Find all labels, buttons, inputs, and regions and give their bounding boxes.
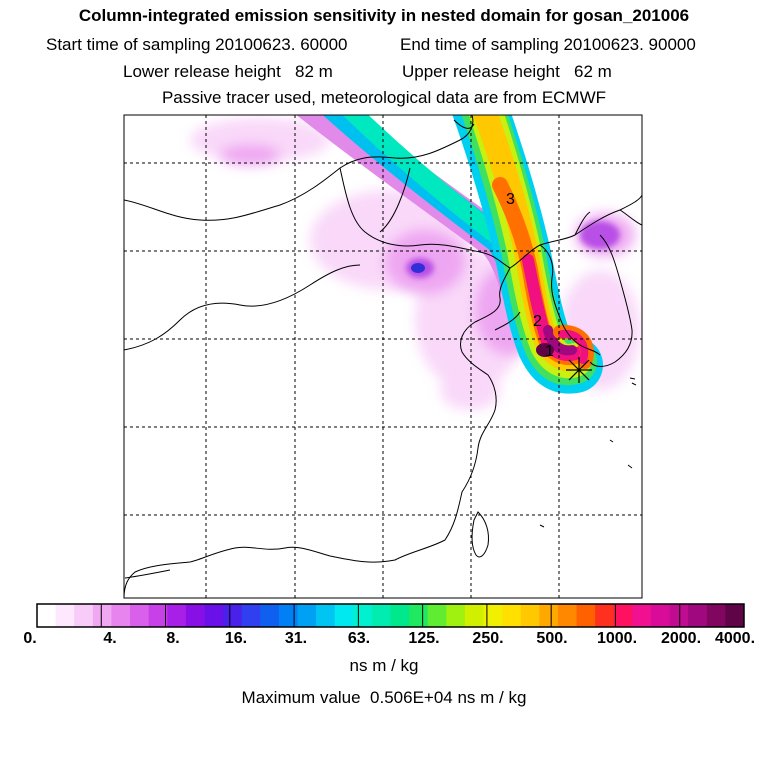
colorbar-swatch: [241, 604, 261, 627]
colorbar-swatch: [37, 604, 57, 627]
colorbar-swatch: [74, 604, 94, 627]
marker-3: 3: [506, 191, 515, 208]
sensitivity-field: [124, 115, 642, 598]
colorbar-frame: [36, 603, 745, 628]
colorbar-swatch: [539, 604, 559, 627]
map-title: Column-integrated emission sensitivity i…: [78, 6, 690, 25]
subtitle: Passive tracer used, meteorological data…: [161, 88, 607, 107]
colorbar-swatch: [632, 604, 652, 627]
colorbar-swatch: [316, 604, 336, 627]
colorbar-swatch: [427, 604, 447, 627]
start-time-label: Start time of sampling 20100623. 60000: [46, 35, 348, 54]
colorbar-label: 16.: [224, 630, 248, 647]
colorbar-swatch: [725, 604, 745, 627]
colorbar-unit: ns m / kg: [349, 656, 419, 675]
colorbar-swatch: [520, 604, 540, 627]
colorbar-swatch: [334, 604, 354, 627]
colorbar-swatch: [223, 604, 243, 627]
colorbar-swatch: [557, 604, 578, 627]
maximum-value-label: Maximum value 0.506E+04 ns m / kg: [241, 688, 527, 707]
colorbar-label: 63.: [347, 630, 371, 647]
colorbar-swatch: [167, 604, 187, 627]
colorbar-swatch: [278, 604, 298, 627]
colorbar-label: 4000.: [714, 630, 756, 647]
marker-1: 1: [545, 343, 554, 360]
colorbar-swatch: [650, 604, 671, 627]
colorbar-swatch: [185, 604, 205, 627]
map-grid: [124, 115, 642, 598]
colorbar-swatch: [390, 604, 410, 627]
colorbar-swatch: [55, 604, 75, 627]
colorbar-swatch: [576, 604, 596, 627]
colorbar-label: 125.: [408, 630, 440, 647]
colorbar-swatch: [297, 604, 317, 627]
lower-release-height: Lower release height 82 m: [123, 62, 333, 81]
colorbar-swatch: [613, 604, 633, 627]
coastlines: [124, 115, 642, 598]
colorbar-swatch: [111, 604, 131, 627]
colorbar-label: 250.: [472, 630, 504, 647]
colorbar-swatch: [353, 604, 373, 627]
colorbar-swatch: [409, 604, 429, 627]
end-time-label: End time of sampling 20100623. 90000: [400, 35, 696, 54]
colorbar-swatch: [688, 604, 708, 627]
colorbar-swatch: [371, 604, 391, 627]
colorbar-label: 8.: [166, 630, 180, 647]
colorbar-swatch: [483, 604, 503, 627]
colorbar-swatch: [92, 604, 112, 627]
colorbar-swatch: [446, 604, 466, 627]
colorbar-label: 1000.: [596, 630, 638, 647]
upper-release-height: Upper release height 62 m: [402, 62, 612, 81]
colorbar-swatch: [669, 604, 689, 627]
marker-2: 2: [533, 313, 542, 330]
colorbar-swatch: [260, 604, 280, 627]
map-frame: [123, 114, 643, 599]
colorbar-swatch: [706, 604, 726, 627]
colorbar-label: 31.: [284, 630, 308, 647]
colorbar-label: 500.: [536, 630, 568, 647]
colorbar-swatch: [130, 604, 150, 627]
colorbar-label: 0.: [23, 630, 37, 647]
colorbar-swatch: [595, 604, 615, 627]
colorbar-swatch: [148, 604, 168, 627]
colorbar-swatch: [464, 604, 485, 627]
colorbar-label: 2000.: [660, 630, 702, 647]
max-sensitivity-core: [536, 343, 554, 357]
colorbar: [37, 604, 745, 627]
colorbar-label: 4.: [103, 630, 117, 647]
colorbar-swatch: [502, 604, 522, 627]
receptor-star-icon: [566, 357, 592, 383]
colorbar-swatch: [204, 604, 224, 627]
